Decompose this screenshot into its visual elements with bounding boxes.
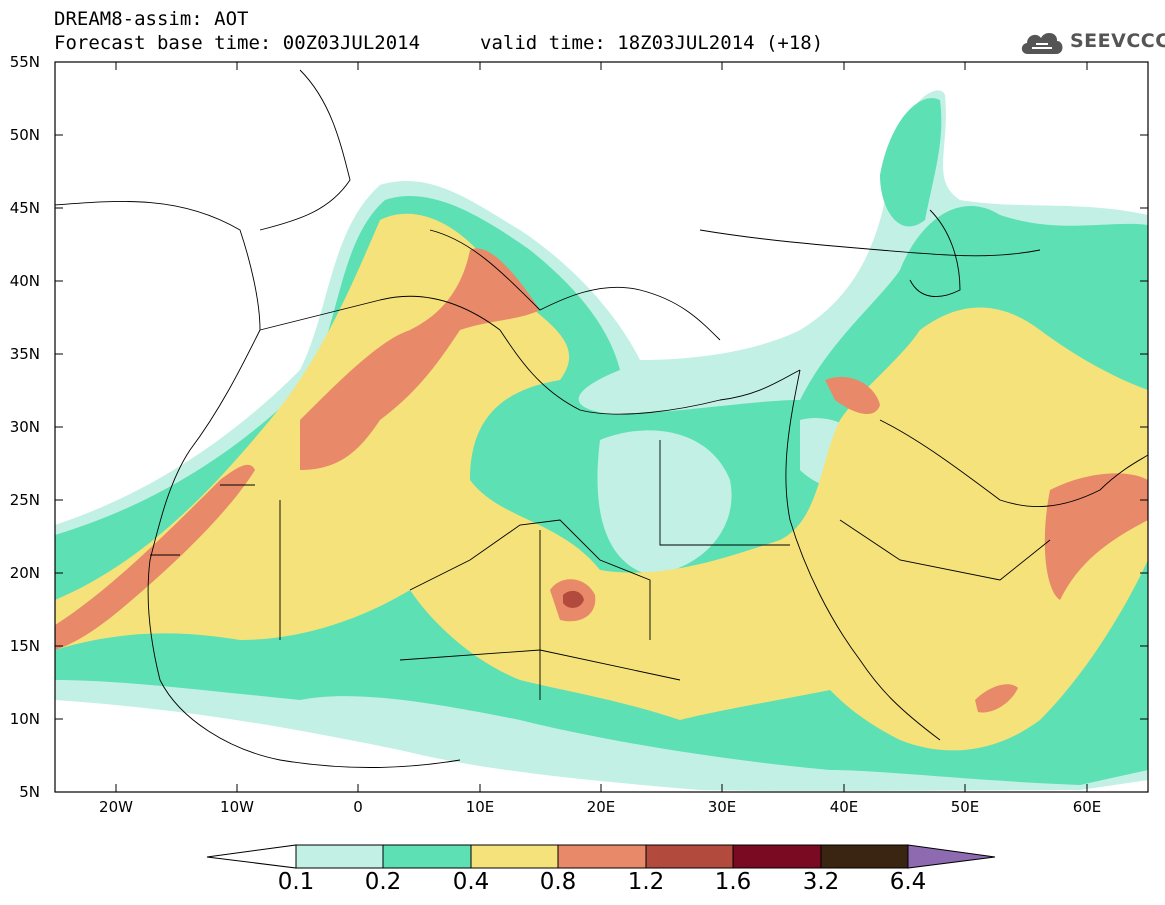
- lon-label: 10E: [465, 798, 495, 816]
- map-title: DREAM8-assim: AOT: [54, 8, 249, 30]
- colorbar-label: 1.2: [627, 869, 665, 895]
- colorbar-cell: [820, 844, 909, 869]
- lat-label: 20N: [9, 564, 40, 582]
- colorbar-label: 0.4: [452, 869, 490, 895]
- lon-label: 20E: [586, 798, 616, 816]
- lat-label: 50N: [9, 126, 40, 144]
- lat-label: 40N: [9, 272, 40, 290]
- colorbar-label: 1.6: [714, 869, 752, 895]
- lat-label: 30N: [9, 418, 40, 436]
- colorbar-label: 0.8: [539, 869, 577, 895]
- seevccc-logo: SEEVCCC: [1018, 24, 1165, 58]
- aot-zone-orange-iraq: [825, 376, 880, 415]
- aot-zone-pocket: [597, 430, 732, 575]
- colorbar-low-arrow: [206, 844, 297, 869]
- lon-label: 60E: [1072, 798, 1102, 816]
- aot-zone-orange-north: [300, 248, 540, 470]
- lon-label: 40E: [829, 798, 859, 816]
- lat-label: 10N: [9, 710, 40, 728]
- lon-label: 50E: [950, 798, 980, 816]
- lat-label: 45N: [9, 199, 40, 217]
- aot-field: [55, 90, 1148, 791]
- colorbar-label: 6.4: [889, 869, 927, 895]
- lat-ticks: [55, 61, 1148, 720]
- forecast-base-time: Forecast base time: 00Z03JUL2014: [54, 32, 421, 54]
- colorbar-cell: [645, 844, 734, 869]
- aot-zone-red-chad: [563, 590, 584, 608]
- colorbar: [206, 844, 996, 869]
- colorbar-cell: [295, 844, 384, 869]
- lon-label: 10W: [220, 798, 254, 816]
- colorbar-cell: [470, 844, 559, 869]
- lon-ticks: [115, 62, 1088, 792]
- aot-zone-green-2: [880, 98, 942, 227]
- coastlines: [55, 69, 1148, 768]
- valid-time: valid time: 18Z03JUL2014 (+18): [480, 32, 824, 54]
- colorbar-cell: [382, 844, 472, 869]
- aot-zone-orange-oman: [1044, 473, 1148, 600]
- colorbar-cell: [557, 844, 647, 869]
- lon-label: 20W: [99, 798, 133, 816]
- lat-label: 5N: [19, 783, 40, 801]
- colorbar-label: 0.2: [364, 869, 402, 895]
- lon-label: 0: [353, 798, 363, 816]
- aot-zone-orange-somalia: [975, 684, 1018, 713]
- colorbar-high-arrow: [907, 844, 996, 869]
- lon-label: 30E: [707, 798, 737, 816]
- colorbar-label: 0.1: [277, 869, 315, 895]
- aot-zone-yellow: [55, 213, 1148, 751]
- lat-label: 35N: [9, 345, 40, 363]
- lat-label: 25N: [9, 491, 40, 509]
- lat-label: 15N: [9, 637, 40, 655]
- colorbar-cell: [732, 844, 822, 869]
- lat-label: 55N: [9, 53, 40, 71]
- colorbar-label: 3.2: [802, 869, 840, 895]
- logo-text: SEEVCCC: [1070, 30, 1165, 52]
- aot-zone-orange-west: [55, 464, 255, 650]
- cloud-icon: [1021, 32, 1063, 54]
